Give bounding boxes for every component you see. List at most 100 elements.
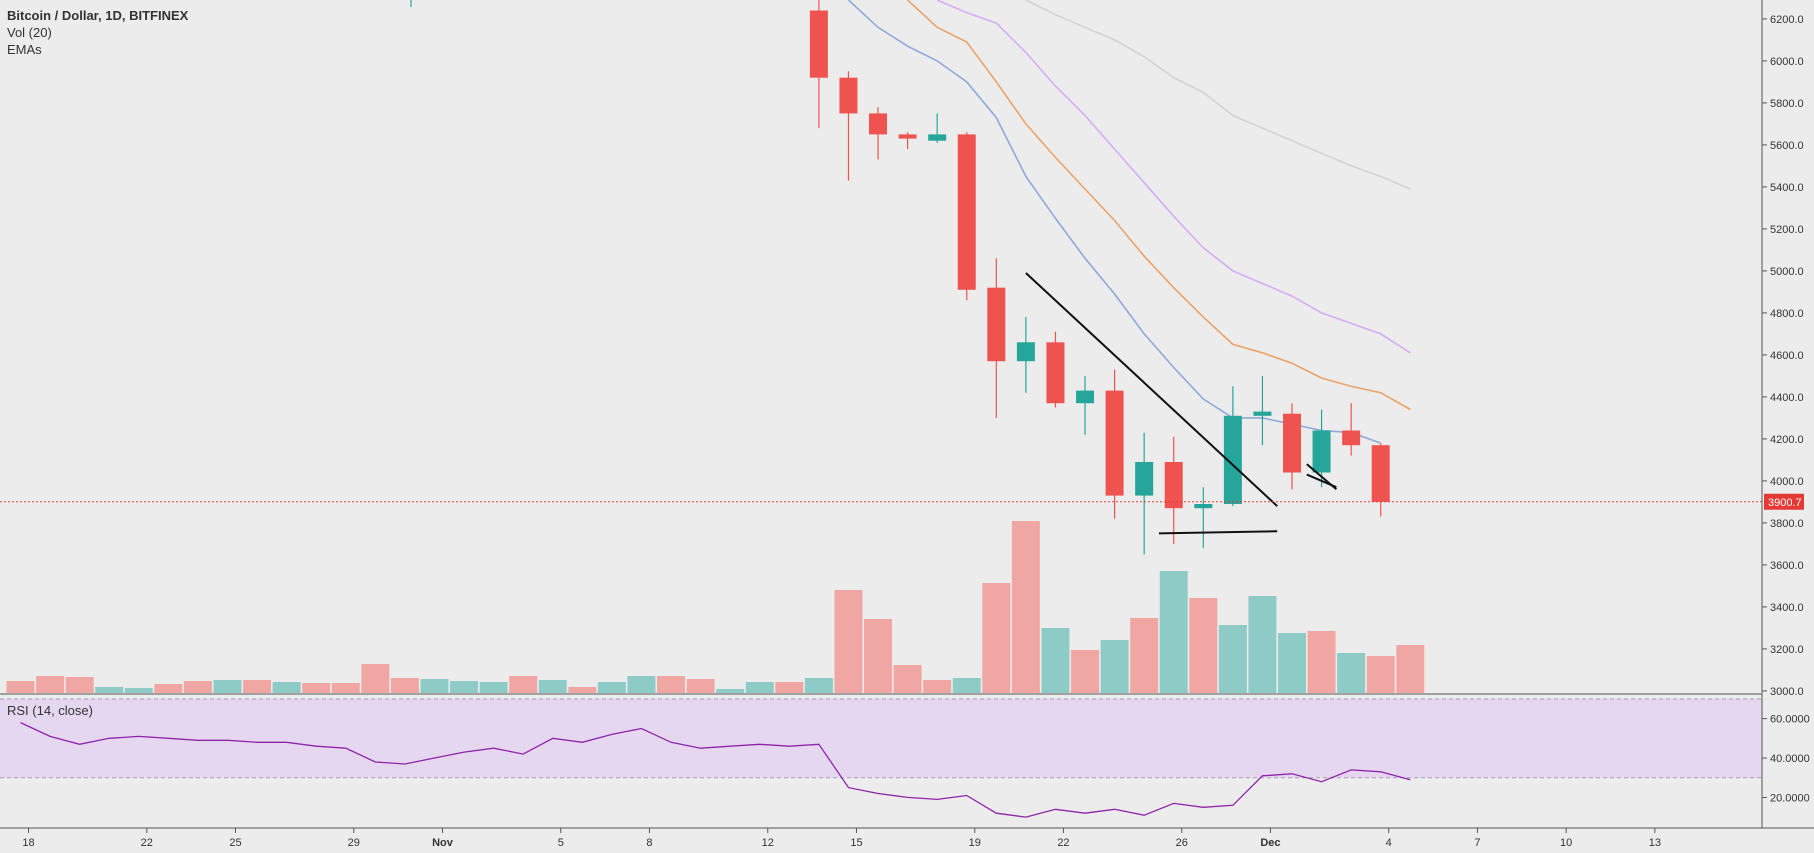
volume-bar: [1189, 598, 1218, 693]
candle-body: [1223, 415, 1242, 504]
volume-bar: [568, 687, 597, 693]
rsi-tick-label: 60.0000: [1770, 714, 1810, 726]
volume-bar: [420, 679, 449, 693]
volume-bar: [1071, 650, 1100, 693]
candle-body: [1046, 342, 1065, 404]
volume-bar: [657, 676, 686, 693]
ema-line-ema_mid: [907, 0, 1411, 411]
time-tick-label: 18: [22, 837, 34, 849]
candle-body: [1076, 390, 1095, 404]
candle-body: [1105, 390, 1124, 496]
volume-bar: [834, 590, 863, 693]
volume-bar: [982, 583, 1011, 693]
price-tick-label: 5600.0: [1770, 140, 1804, 152]
volume-bar: [1130, 618, 1159, 693]
volume-bar: [1159, 571, 1188, 693]
time-tick-label: Dec: [1260, 837, 1280, 849]
price-tick-label: 4600.0: [1770, 350, 1804, 362]
volume-bar: [716, 689, 745, 693]
volume-bar: [745, 682, 774, 693]
price-tick-label: 6000.0: [1770, 56, 1804, 68]
rsi-layer: [20, 722, 1411, 818]
volume-bar: [804, 678, 833, 693]
last-price-layer: 3900.7: [0, 0, 1804, 510]
volume-bar: [1100, 640, 1129, 693]
volume-bar: [1366, 656, 1395, 693]
candle-body: [1016, 342, 1035, 362]
volume-bar: [1307, 631, 1336, 693]
trendline: [1025, 272, 1278, 507]
volume-bar: [390, 678, 419, 693]
candle-body: [1371, 445, 1390, 502]
time-tick-label: 26: [1176, 837, 1188, 849]
volume-bar: [1218, 625, 1247, 693]
volume-legend[interactable]: Vol (20): [7, 25, 52, 40]
candle-body: [1312, 430, 1331, 473]
price-tick-label: 3600.0: [1770, 560, 1804, 572]
candle-body: [869, 113, 888, 135]
candle-body: [898, 134, 917, 139]
volume-bar: [864, 619, 893, 693]
time-tick-label: 29: [348, 837, 360, 849]
volume-bar: [154, 684, 183, 693]
price-tick-label: 3400.0: [1770, 602, 1804, 614]
time-tick-label: 22: [141, 837, 153, 849]
time-tick-label: 13: [1649, 837, 1661, 849]
volume-bar: [183, 681, 212, 693]
price-tick-label: 4200.0: [1770, 434, 1804, 446]
time-tick-label: 19: [969, 837, 981, 849]
price-tick-label: 4000.0: [1770, 476, 1804, 488]
price-tick-label: 4400.0: [1770, 392, 1804, 404]
volume-bar: [479, 682, 508, 693]
candle-body: [1164, 462, 1183, 509]
volume-bar: [302, 683, 331, 693]
volume-bar: [213, 680, 242, 693]
volume-bar: [775, 682, 804, 693]
trendline: [1306, 463, 1338, 491]
rsi-tick-label: 20.0000: [1770, 792, 1810, 804]
rsi-tick-label: 40.0000: [1770, 753, 1810, 765]
rsi-band-fill: [0, 698, 1762, 778]
price-tick-label: 3800.0: [1770, 518, 1804, 530]
price-tick-label: 5200.0: [1770, 224, 1804, 236]
volume-bar: [1041, 628, 1070, 693]
volume-bar: [952, 678, 981, 693]
time-tick-label: 10: [1560, 837, 1572, 849]
volume-bar: [893, 665, 922, 693]
candle-body: [1194, 504, 1213, 509]
volume-bar: [124, 688, 153, 693]
price-tick-label: 3000.0: [1770, 686, 1804, 698]
price-tick-label: 5400.0: [1770, 182, 1804, 194]
candle-body: [1253, 411, 1272, 416]
rsi-band: [0, 698, 1762, 779]
trendline: [1158, 530, 1278, 535]
last-price-badge: [1764, 493, 1804, 510]
time-tick-label: 4: [1386, 837, 1392, 849]
volume-bar: [509, 676, 538, 693]
candle-body: [1283, 413, 1302, 473]
emas-legend[interactable]: EMAs: [7, 42, 42, 57]
candle-body: [957, 134, 976, 290]
time-tick-label: 5: [558, 837, 564, 849]
ema-line-ema_slow: [936, 0, 1411, 354]
volume-bar: [272, 682, 301, 693]
chart-title[interactable]: Bitcoin / Dollar, 1D, BITFINEX: [7, 8, 189, 23]
time-tick-label: 8: [646, 837, 652, 849]
volume-bar: [450, 681, 479, 693]
time-tick-label: 12: [762, 837, 774, 849]
price-tick-label: 3200.0: [1770, 644, 1804, 656]
candle-body: [809, 10, 828, 78]
volume-layer: [6, 521, 1425, 693]
candle-layer: [809, 0, 1390, 555]
volume-bar: [361, 664, 390, 693]
ema-line-ema_long: [1025, 0, 1411, 190]
volume-bar: [95, 687, 124, 693]
candle-body: [1342, 430, 1361, 446]
rsi-legend[interactable]: RSI (14, close): [7, 703, 93, 718]
trendline-layer: [1025, 272, 1338, 535]
volume-bar: [65, 677, 94, 693]
volume-bar: [36, 676, 65, 693]
volume-bar: [686, 679, 715, 693]
